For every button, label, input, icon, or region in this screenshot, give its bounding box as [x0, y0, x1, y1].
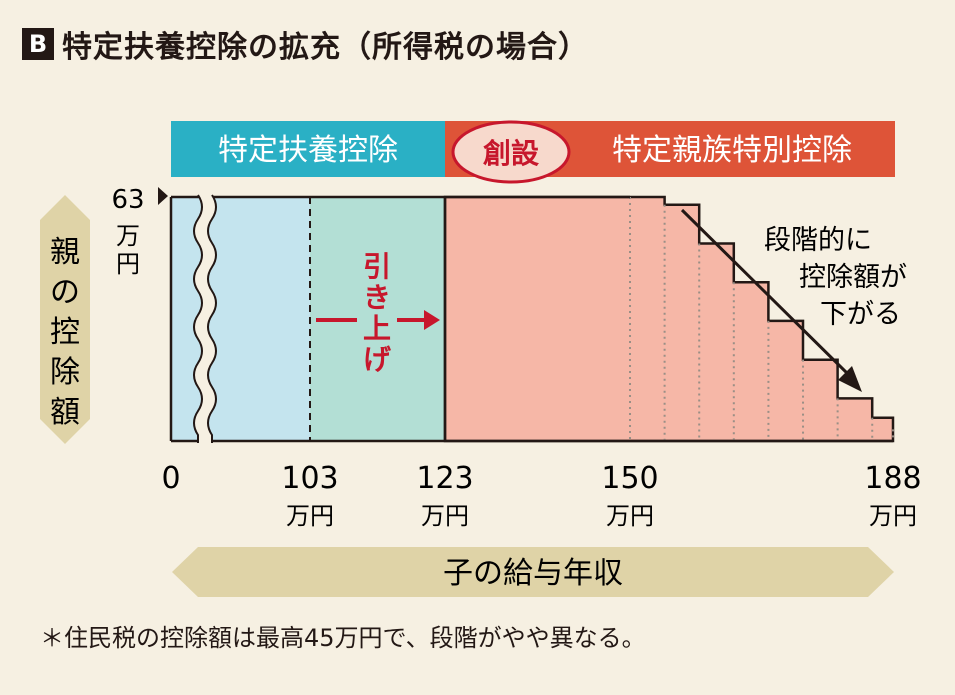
- x-tick-label: 123: [416, 461, 473, 496]
- header-left-label: 特定扶養控除: [218, 133, 398, 168]
- x-tick-label: 103: [281, 461, 338, 496]
- x-tick-label: 0: [161, 461, 180, 496]
- x-tick-unit: 万円: [606, 502, 654, 530]
- axis-break-line-left: [193, 194, 203, 443]
- footnote: ＊住民税の控除額は最高45万円で、段階がやや異なる。: [40, 624, 646, 652]
- chart-title: B 特定扶養控除の拡充（所得税の場合）: [22, 22, 589, 66]
- raise-label-char: げ: [363, 343, 392, 376]
- axis-break-line-right: [207, 194, 217, 443]
- raise-label-char: き: [363, 281, 391, 314]
- y-axis-label-char: 除: [50, 355, 80, 390]
- title-text: 特定扶養控除の拡充（所得税の場合）: [62, 30, 589, 65]
- stepdown-arrow-line: [680, 208, 854, 380]
- new-badge-oval: [451, 120, 571, 184]
- x-axis-label: 子の給与年収: [443, 556, 623, 591]
- x-tick-label: 150: [601, 461, 658, 496]
- new-badge-label: 創設: [483, 137, 540, 170]
- y-max-marker: [158, 187, 168, 205]
- header-right-label: 特定親族特別控除: [612, 133, 852, 168]
- stepdown-line-2: 控除額が: [799, 262, 907, 293]
- raise-arrow-head: [424, 310, 440, 330]
- header-blue-band: [171, 121, 445, 177]
- step-dividers: [629, 197, 894, 441]
- y-max-value: 63: [111, 185, 144, 215]
- y-axis-label-char: 親: [50, 235, 80, 270]
- stepdown-line-3: 下がる: [820, 299, 901, 330]
- x-tick-unit: 万円: [286, 502, 334, 530]
- y-axis-label-char: の: [50, 275, 80, 310]
- stepdown-arrow-head: [838, 366, 862, 392]
- x-tick-unit: 万円: [421, 502, 469, 530]
- step-area: [443, 195, 895, 443]
- x-ticks: 0 103 万円 123 万円 150 万円 188 万円: [161, 461, 921, 530]
- raise-label-char: 上: [363, 312, 391, 345]
- y-axis-arrow: [40, 195, 90, 444]
- x-tick-unit: 万円: [869, 502, 917, 530]
- y-max-unit-2: 円: [116, 250, 140, 278]
- section-badge: B: [22, 28, 54, 60]
- x-tick-label: 188: [864, 461, 921, 496]
- raise-label-char: 引: [363, 250, 391, 283]
- y-axis-label-char: 控: [50, 315, 80, 350]
- stepdown-line-1: 段階的に: [764, 225, 872, 256]
- area-0-103: [171, 197, 310, 441]
- y-max-unit-1: 万: [116, 222, 140, 250]
- x-axis-arrow: [172, 547, 894, 597]
- y-axis-label-char: 額: [50, 395, 80, 430]
- axis-break: [194, 195, 216, 443]
